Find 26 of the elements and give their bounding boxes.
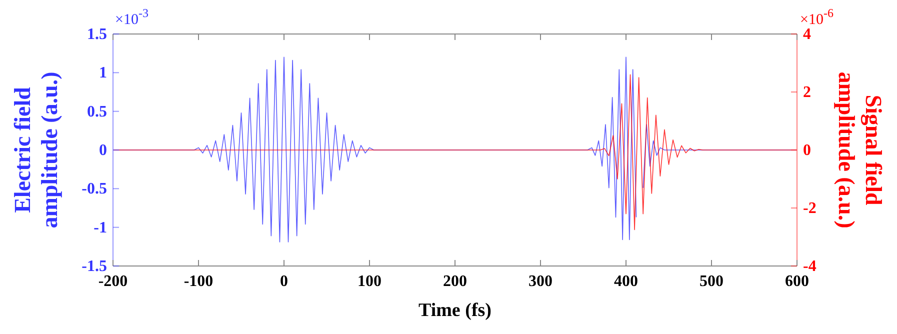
y-tick-label: 1 — [99, 64, 107, 82]
x-tick-label: 200 — [443, 273, 467, 290]
y2-tick-label: -2 — [803, 200, 816, 217]
x-axis-title: Time (fs) — [418, 300, 492, 321]
y2-tick-label: -4 — [803, 258, 816, 275]
x-tick-label: 600 — [785, 273, 809, 290]
x-tick-label: -100 — [184, 273, 214, 290]
x-tick-label: -200 — [98, 273, 128, 290]
x-tick-label: 100 — [358, 273, 382, 290]
x-tick-label: 500 — [700, 273, 724, 290]
x-tick-label: 300 — [528, 273, 552, 290]
y2-axis-title: Signal field amplitude (a.u.) — [834, 72, 886, 228]
y-tick-label: 0.5 — [87, 103, 107, 120]
y-tick-label: 1.5 — [87, 26, 107, 43]
y2-tick-label: 0 — [803, 142, 811, 159]
text: ×10$^{-3}$ — [115, 6, 148, 28]
y-tick-label: -0.5 — [82, 180, 107, 198]
y-tick-label: 0 — [99, 142, 107, 159]
y2-tick-label: 2 — [803, 84, 811, 101]
x-tick-label: 0 — [280, 273, 288, 290]
y-tick-label: -1.5 — [82, 258, 107, 275]
y-tick-label: -1 — [94, 219, 107, 236]
y2-tick-label: 4 — [803, 26, 811, 43]
x-tick-label: 400 — [614, 273, 638, 290]
text: ×10$^{-6}$ — [800, 6, 834, 28]
y-axis-title: Electric field amplitude (a.u.) — [10, 72, 62, 228]
